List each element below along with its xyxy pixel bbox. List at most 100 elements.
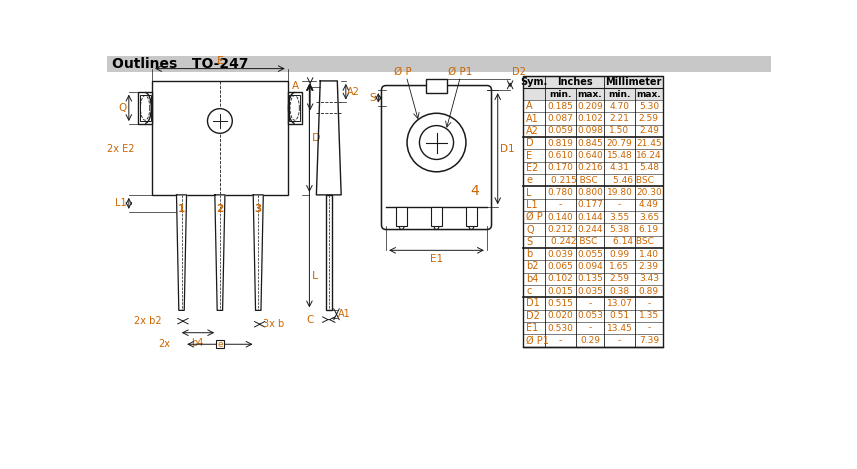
Text: A: A <box>526 101 533 111</box>
Text: 1: 1 <box>178 204 185 214</box>
Text: -: - <box>647 299 650 308</box>
Bar <box>524 76 662 88</box>
Bar <box>466 207 476 227</box>
Bar <box>326 195 332 310</box>
Text: 1.40: 1.40 <box>638 250 659 259</box>
Text: 0.102: 0.102 <box>548 274 573 283</box>
Text: L: L <box>526 188 532 197</box>
Text: 0.015: 0.015 <box>548 287 573 295</box>
Text: 0.212: 0.212 <box>548 225 573 234</box>
Text: 5.38: 5.38 <box>609 225 629 234</box>
FancyBboxPatch shape <box>381 85 492 229</box>
Text: 3: 3 <box>255 204 262 214</box>
Text: A1: A1 <box>526 113 539 124</box>
Text: 0.185: 0.185 <box>548 102 573 111</box>
Text: L: L <box>312 271 318 281</box>
Text: 5.46 BSC: 5.46 BSC <box>613 176 654 185</box>
Text: 4.31: 4.31 <box>609 163 629 173</box>
Text: 0.094: 0.094 <box>577 262 602 271</box>
Polygon shape <box>253 195 263 310</box>
Text: Inches: Inches <box>557 77 592 87</box>
Text: Q: Q <box>526 225 534 234</box>
Text: E: E <box>216 56 224 66</box>
Text: 0.99: 0.99 <box>609 250 629 259</box>
Text: 0.102: 0.102 <box>577 114 602 123</box>
Text: 0.215 BSC: 0.215 BSC <box>551 176 598 185</box>
Bar <box>524 88 662 100</box>
Text: 20.30: 20.30 <box>636 188 662 197</box>
Text: 0.039: 0.039 <box>548 250 573 259</box>
Text: A2: A2 <box>347 87 360 97</box>
Text: S: S <box>369 93 376 103</box>
Text: D1: D1 <box>526 298 540 309</box>
Text: -: - <box>559 200 562 209</box>
Text: 7.39: 7.39 <box>638 336 659 345</box>
Text: 0.845: 0.845 <box>577 139 602 148</box>
Text: 0.170: 0.170 <box>548 163 573 173</box>
Text: A: A <box>292 81 299 91</box>
Text: 0.640: 0.640 <box>577 151 602 160</box>
Bar <box>138 92 152 124</box>
Polygon shape <box>177 195 187 310</box>
Text: Outlines   TO-247: Outlines TO-247 <box>111 57 249 71</box>
Polygon shape <box>215 195 225 310</box>
Text: Q: Q <box>118 103 127 113</box>
Text: 4: 4 <box>470 184 479 198</box>
Bar <box>216 340 224 348</box>
Text: min.: min. <box>608 90 631 98</box>
Bar <box>107 56 771 72</box>
Text: 0.515: 0.515 <box>548 299 573 308</box>
Circle shape <box>407 113 466 172</box>
Text: 4.70: 4.70 <box>609 102 629 111</box>
Text: 3.55: 3.55 <box>609 213 629 222</box>
Text: 2.21: 2.21 <box>609 114 629 123</box>
Text: 0.800: 0.800 <box>577 188 602 197</box>
Text: 0.610: 0.610 <box>548 151 573 160</box>
Text: 0.244: 0.244 <box>578 225 602 234</box>
Text: e: e <box>217 340 223 349</box>
Text: max.: max. <box>578 90 602 98</box>
Text: 0.530: 0.530 <box>548 324 573 333</box>
Text: D: D <box>312 133 321 143</box>
Text: 0.135: 0.135 <box>577 274 602 283</box>
Text: 5.48: 5.48 <box>638 163 659 173</box>
Text: 0.242 BSC: 0.242 BSC <box>551 237 597 246</box>
Text: E: E <box>526 151 532 160</box>
Text: 6.19: 6.19 <box>638 225 659 234</box>
Text: 5.30: 5.30 <box>638 102 659 111</box>
Text: 0.055: 0.055 <box>577 250 602 259</box>
Text: -: - <box>618 200 621 209</box>
Text: -: - <box>588 324 591 333</box>
Text: 0.059: 0.059 <box>548 127 573 136</box>
Bar <box>524 76 662 347</box>
Text: 3.43: 3.43 <box>638 274 659 283</box>
Text: 1.50: 1.50 <box>609 127 629 136</box>
Text: 0.819: 0.819 <box>548 139 573 148</box>
Circle shape <box>419 126 453 159</box>
Text: 2: 2 <box>216 204 224 214</box>
Text: 0.140: 0.140 <box>548 213 573 222</box>
Text: 15.48: 15.48 <box>607 151 632 160</box>
Text: 2x: 2x <box>159 339 171 349</box>
Text: D2: D2 <box>512 67 525 77</box>
Text: b: b <box>526 249 533 259</box>
Text: -: - <box>618 336 621 345</box>
Text: 0.89: 0.89 <box>638 287 659 295</box>
Text: 0.144: 0.144 <box>577 213 602 222</box>
Text: E1: E1 <box>526 323 539 333</box>
Bar <box>290 95 300 121</box>
Bar <box>427 79 446 93</box>
Text: 0.780: 0.780 <box>548 188 573 197</box>
Text: Millimeter: Millimeter <box>605 77 662 87</box>
Text: 3x b: 3x b <box>263 319 285 329</box>
Text: 0.29: 0.29 <box>580 336 600 345</box>
Text: -: - <box>647 324 650 333</box>
Text: 0.216: 0.216 <box>577 163 602 173</box>
Text: 13.07: 13.07 <box>607 299 632 308</box>
Text: 1.35: 1.35 <box>638 311 659 320</box>
Text: 2.49: 2.49 <box>639 127 659 136</box>
Text: 3.65: 3.65 <box>638 213 659 222</box>
Text: Ø P1: Ø P1 <box>526 335 549 345</box>
Text: 2x b2: 2x b2 <box>135 316 162 326</box>
Text: 19.80: 19.80 <box>607 188 632 197</box>
